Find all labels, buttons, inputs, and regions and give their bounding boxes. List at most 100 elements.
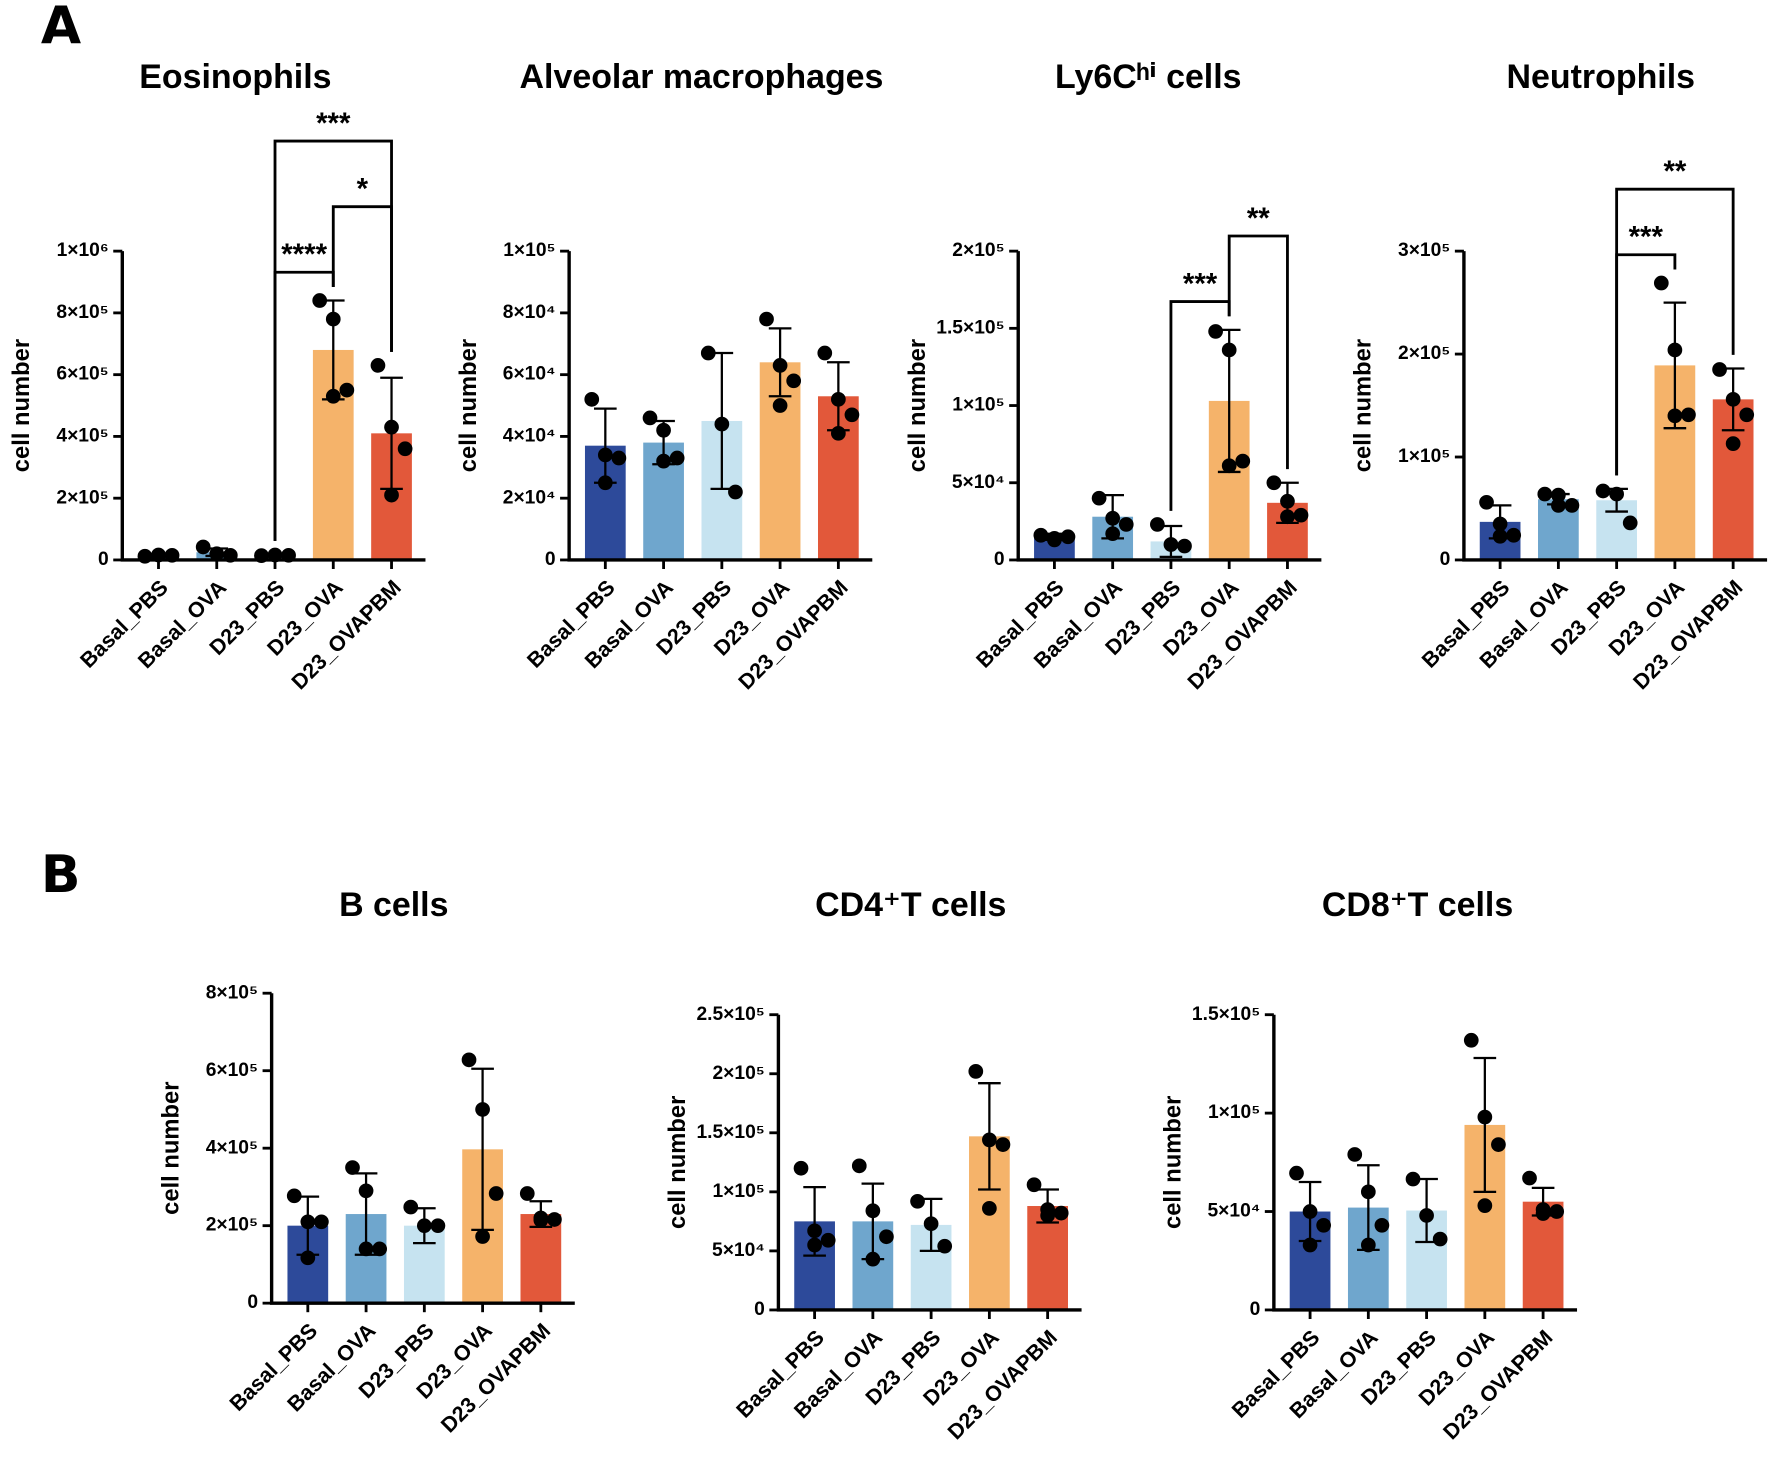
data-point — [1725, 392, 1741, 407]
data-point — [461, 1052, 477, 1068]
data-point — [1712, 362, 1727, 377]
data-point — [1347, 1147, 1363, 1162]
significance-bracket — [1227, 234, 1289, 470]
data-point — [772, 358, 788, 373]
data-point — [937, 1238, 953, 1254]
data-point — [325, 311, 341, 327]
data-point — [384, 419, 399, 435]
data-point — [1477, 1109, 1493, 1125]
y-tick-label: 8×10⁴ — [503, 302, 556, 323]
data-point — [820, 1232, 836, 1248]
data-point — [1360, 1237, 1376, 1253]
data-point — [519, 1186, 535, 1201]
data-point — [209, 546, 225, 562]
data-point — [384, 487, 399, 503]
data-point — [923, 1216, 939, 1232]
y-tick-label: 0 — [994, 549, 1005, 570]
y-tick-label: 1×10⁶ — [57, 240, 109, 261]
data-point — [611, 450, 627, 466]
data-point — [1118, 517, 1134, 532]
data-point — [475, 1229, 490, 1244]
data-point — [1739, 407, 1755, 423]
data-point — [584, 392, 600, 407]
data-point — [1419, 1208, 1434, 1223]
chart-title: Eosinophils — [139, 58, 331, 96]
data-point — [1026, 1177, 1042, 1193]
y-tick-label: 8×10⁵ — [206, 982, 258, 1003]
data-point — [1053, 1205, 1069, 1221]
axes — [1016, 251, 1322, 562]
data-point — [1667, 408, 1683, 424]
chart-title: CD8⁺T cells — [1322, 886, 1513, 924]
data-point — [817, 345, 833, 361]
chart-title: B cells — [339, 886, 448, 924]
data-point — [1506, 527, 1522, 543]
significance-label: *** — [1183, 268, 1218, 301]
data-point — [1177, 538, 1192, 554]
data-point — [1432, 1231, 1448, 1247]
data-point — [1302, 1204, 1318, 1219]
data-point — [300, 1214, 316, 1230]
significance-bracket — [273, 139, 393, 541]
data-point — [1221, 458, 1237, 474]
y-tick-label: 2×10⁵ — [56, 487, 108, 508]
data-point — [728, 484, 743, 500]
significance-label: * — [357, 173, 369, 206]
data-point — [982, 1201, 997, 1216]
data-point — [669, 450, 685, 466]
y-axis-label: cell number — [455, 339, 482, 472]
y-tick-label: 6×10⁴ — [503, 364, 556, 385]
data-point — [312, 293, 328, 308]
data-point — [403, 1199, 419, 1215]
significance-label: ** — [1663, 155, 1686, 188]
data-point — [1208, 324, 1223, 339]
y-tick-label: 1×10⁵ — [1208, 1102, 1260, 1123]
y-tick-label: 0 — [1250, 1299, 1261, 1320]
y-tick-label: 8×10⁵ — [56, 302, 108, 323]
data-point — [1725, 436, 1741, 451]
y-tick-label: 0 — [545, 549, 556, 570]
data-point — [1289, 1165, 1304, 1181]
data-point — [372, 1241, 388, 1257]
data-point — [879, 1229, 894, 1245]
axes — [269, 993, 575, 1305]
data-point — [1033, 527, 1049, 543]
data-point — [533, 1212, 549, 1228]
data-point — [995, 1137, 1011, 1152]
data-point — [807, 1223, 822, 1239]
data-point — [358, 1183, 374, 1199]
data-point — [982, 1132, 997, 1148]
data-point — [1491, 1137, 1506, 1152]
data-point — [656, 453, 671, 469]
significance-label: *** — [1629, 221, 1664, 254]
data-point — [1479, 494, 1494, 510]
data-point — [339, 382, 355, 398]
y-tick-label: 2.5×10⁵ — [696, 1004, 764, 1025]
bar — [520, 1214, 562, 1304]
data-point — [1492, 516, 1508, 532]
data-point — [1374, 1217, 1390, 1233]
data-point — [1266, 475, 1282, 491]
data-point — [314, 1214, 329, 1230]
y-tick-label: 3×10⁵ — [1398, 240, 1450, 261]
y-tick-label: 0 — [98, 549, 109, 570]
data-point — [772, 398, 788, 413]
significance-label: ** — [1247, 202, 1270, 235]
y-tick-label: 2×10⁵ — [1398, 343, 1450, 364]
chart-title: Alveolar macrophages — [520, 58, 884, 96]
y-axis-label: cell number — [8, 339, 35, 472]
data-point — [475, 1102, 490, 1117]
y-tick-label: 2×10⁴ — [503, 487, 556, 508]
y-tick-label: 6×10⁵ — [56, 364, 108, 385]
data-point — [831, 392, 846, 407]
data-point — [1040, 1208, 1055, 1223]
y-tick-label: 1.5×10⁵ — [696, 1122, 764, 1143]
data-point — [430, 1218, 446, 1234]
data-point — [1477, 1198, 1493, 1213]
y-tick-label: 0 — [247, 1292, 258, 1313]
data-point — [1653, 275, 1669, 291]
y-tick-label: 4×10⁴ — [503, 425, 556, 446]
y-tick-label: 1×10⁵ — [1398, 446, 1450, 467]
axes — [776, 1014, 1082, 1312]
